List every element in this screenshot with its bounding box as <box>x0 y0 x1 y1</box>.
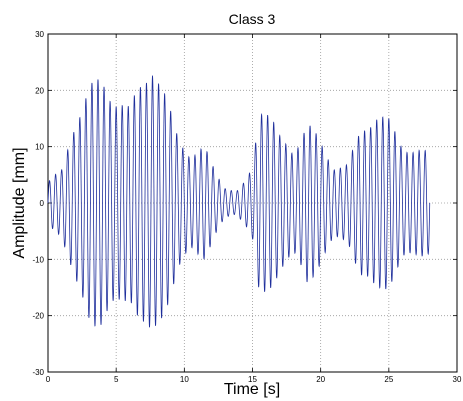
tick-marks <box>47 33 458 373</box>
y-tick-label: 20 <box>35 86 44 95</box>
x-tick-label: 0 <box>46 375 51 384</box>
chart-title: Class 3 <box>229 11 276 27</box>
x-tick-label: 25 <box>384 375 393 384</box>
x-tick-label: 10 <box>180 375 189 384</box>
x-tick-label: 5 <box>114 375 119 384</box>
series-line <box>47 75 431 328</box>
y-tick-label: -30 <box>32 368 44 377</box>
y-tick-label: 30 <box>35 30 44 39</box>
y-tick-label: -10 <box>32 255 44 264</box>
y-tick-label: 0 <box>40 199 45 208</box>
y-tick-label: 10 <box>35 143 44 152</box>
y-tick-labels: 30 20 10 0 -10 -20 -30 <box>32 30 44 377</box>
x-axis-title: Time [s] <box>224 381 280 398</box>
x-tick-label: 30 <box>453 375 462 384</box>
y-tick-label: -20 <box>32 312 44 321</box>
x-tick-labels: 0 5 10 15 20 25 30 <box>46 375 462 384</box>
y-axis-title: Amplitude [mm] <box>11 147 28 258</box>
x-tick-label: 20 <box>316 375 325 384</box>
x-tick-label: 15 <box>248 375 257 384</box>
